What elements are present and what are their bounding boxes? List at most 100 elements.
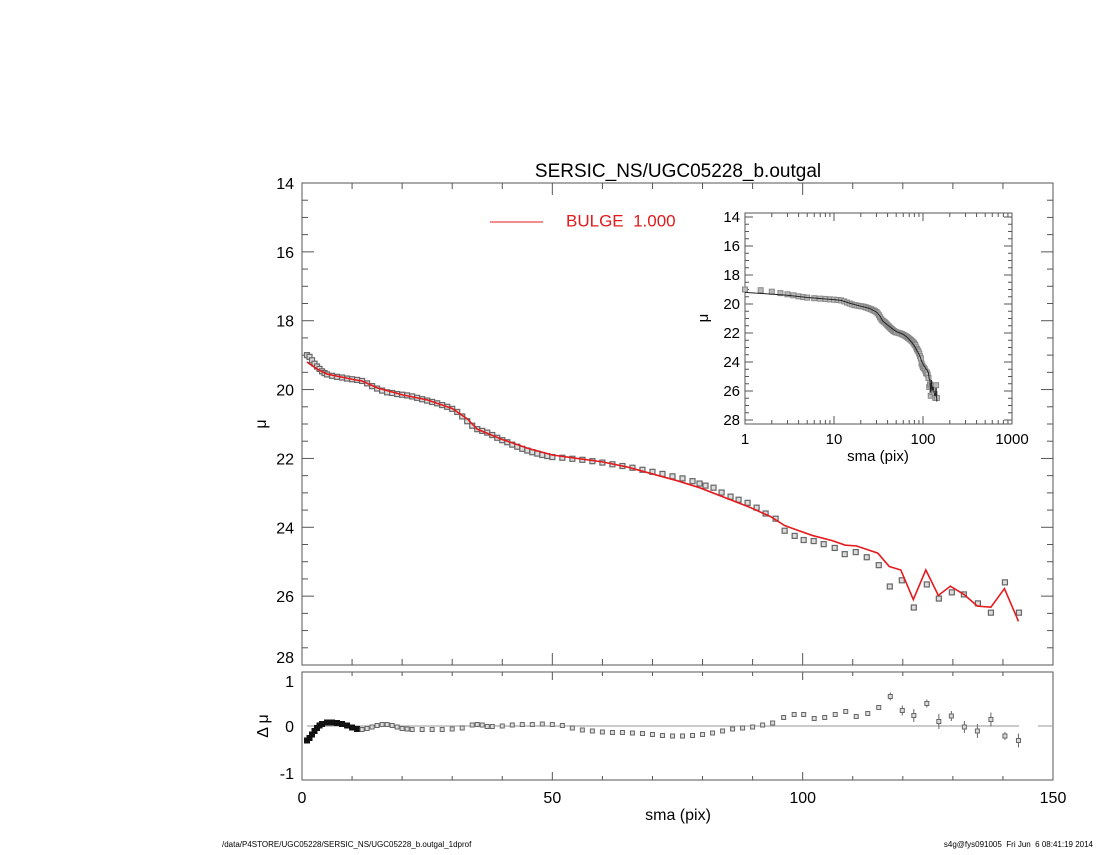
residual-point (499, 723, 505, 729)
residual-point (374, 723, 380, 728)
residual-point (579, 727, 585, 733)
residual-point (319, 721, 326, 727)
residual-point (609, 730, 615, 735)
residual-point (899, 708, 905, 713)
footer-timestamp: s4g@fys091005 Fri Jun 6 08:41:19 2014 (944, 840, 1094, 849)
inset-y-tick-label: 16 (723, 238, 740, 255)
residual-x-tick-label: 50 (543, 790, 561, 807)
inset-model-line (744, 291, 938, 402)
residual-point (384, 722, 390, 727)
residual-point (359, 727, 365, 732)
inset-y-tick-label: 14 (723, 209, 740, 226)
residual-point (399, 726, 405, 731)
inset-y-tick-label: 22 (723, 325, 740, 342)
residual-point (811, 716, 817, 721)
residual-point (409, 727, 415, 732)
data-point (948, 589, 955, 596)
data-point (791, 532, 798, 539)
residual-point (459, 725, 465, 731)
residual-point (549, 722, 555, 727)
residual-point (349, 724, 356, 731)
residual-point (843, 709, 849, 714)
residual-point (589, 728, 595, 734)
residual-point (781, 715, 787, 720)
residual-point (479, 722, 485, 728)
data-point (696, 480, 703, 487)
residual-point (760, 722, 766, 728)
inset-data-point (768, 288, 775, 295)
residual-point (519, 722, 525, 727)
data-point (935, 595, 942, 602)
residual-point (484, 724, 490, 729)
residual-point (730, 726, 736, 732)
residual-x-tick-label: 0 (298, 790, 307, 807)
residual-point (911, 713, 917, 718)
residual-point (832, 712, 838, 717)
residual-point (853, 714, 859, 719)
data-point (910, 604, 917, 611)
residual-point (720, 728, 726, 734)
residual-point (750, 724, 756, 730)
residual-y-tick-label: 1 (285, 674, 294, 691)
y-tick-label: 20 (276, 383, 294, 400)
inset-y-tick-label: 24 (723, 354, 740, 371)
inset-y-tick-label: 28 (723, 412, 740, 429)
residual-y-tick-label: 0 (285, 719, 294, 736)
residual-point (394, 724, 400, 730)
residual-point (344, 722, 351, 729)
residual-point (1002, 733, 1008, 739)
inset-y-tick-label: 26 (723, 383, 740, 400)
residual-point (740, 725, 746, 731)
residual-point (529, 722, 535, 727)
inset-x-tick-label: 1000 (995, 431, 1028, 448)
residual-point (419, 727, 425, 732)
chart-title: SERSIC_NS/UGC05228_b.outgal (535, 161, 821, 182)
residual-point (469, 722, 475, 728)
residual-point (439, 727, 445, 732)
residual-point (865, 711, 871, 716)
data-point (689, 478, 696, 485)
data-point (898, 577, 905, 584)
residual-point (389, 723, 395, 728)
residual-point (329, 719, 336, 726)
inset-data-point (757, 287, 764, 294)
inset-x-axis-label: sma (pix) (847, 448, 909, 465)
residual-point (449, 726, 455, 732)
residual-point (659, 733, 665, 738)
residual-x-tick-label: 100 (789, 790, 816, 807)
residual-point (339, 721, 346, 727)
inset-data-point (784, 291, 791, 298)
main-panel: 14 16 18 20 22 24 26 28 (276, 176, 1054, 667)
inset-data-point (777, 290, 784, 297)
residual-point (559, 723, 565, 728)
data-point (810, 537, 817, 545)
inset-x-tick-label: 100 (910, 431, 935, 448)
residual-point (1015, 738, 1021, 743)
residual-point (334, 720, 341, 726)
data-point (800, 536, 807, 544)
residual-point (700, 732, 706, 737)
residual-point (354, 726, 361, 732)
residual-point (369, 724, 375, 730)
residual-point (770, 720, 776, 726)
residual-point (669, 733, 675, 739)
data-point (744, 499, 751, 506)
data-point (852, 548, 859, 556)
residual-point (988, 717, 994, 722)
data-point (710, 484, 717, 491)
data-point (875, 562, 882, 569)
residual-point (924, 701, 930, 706)
residual-y-axis-label: Δ μ (255, 714, 272, 737)
data-point (679, 475, 686, 482)
data-point (781, 527, 788, 534)
data-point (669, 473, 676, 480)
y-tick-label: 28 (276, 650, 294, 667)
main-y-axis-label: μ (253, 419, 270, 428)
residual-point (876, 705, 882, 710)
inset-x-tick-label: 1 (741, 431, 749, 448)
residual-point (649, 732, 655, 737)
residual-point (539, 721, 545, 727)
inset-y-tick-label: 18 (723, 267, 740, 284)
residual-y-tick-label: -1 (280, 766, 294, 783)
